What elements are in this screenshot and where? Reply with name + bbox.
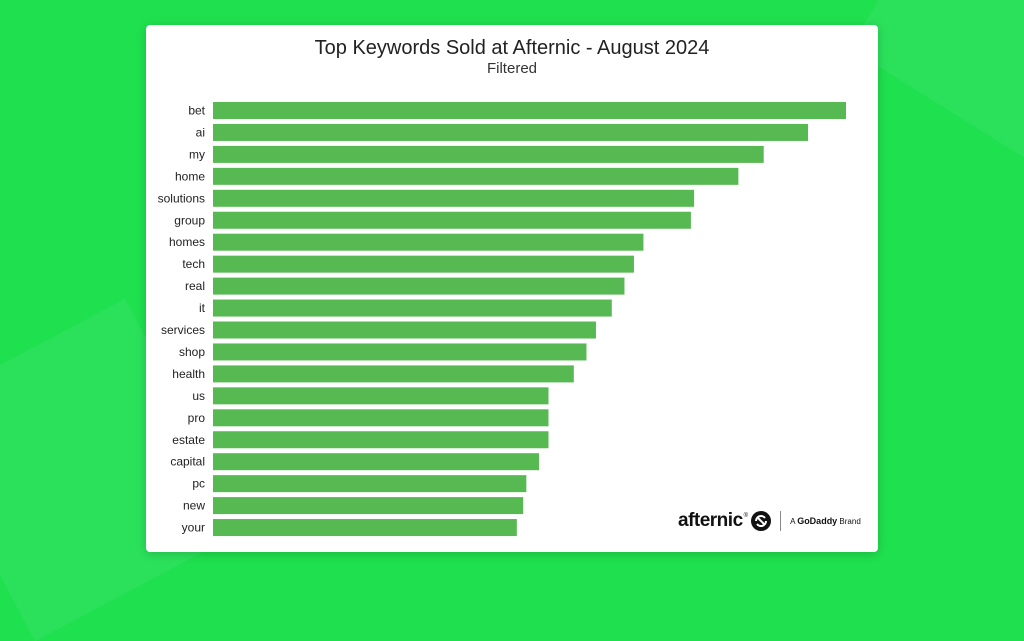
logo-wordmark: afternic bbox=[678, 510, 743, 531]
category-label-new: new bbox=[183, 499, 205, 513]
category-label-health: health bbox=[172, 367, 205, 381]
bar-group bbox=[213, 211, 691, 229]
bar-tech bbox=[213, 255, 634, 273]
afternic-icon bbox=[751, 511, 772, 531]
logo-brand-text: A GoDaddy Brand bbox=[790, 516, 861, 526]
category-label-services: services bbox=[161, 323, 205, 337]
category-label-capital: capital bbox=[170, 455, 205, 469]
brand-suffix: Brand bbox=[837, 517, 861, 526]
bar-real bbox=[213, 277, 625, 295]
bar-home bbox=[213, 167, 739, 185]
category-label-tech: tech bbox=[182, 257, 205, 271]
afternic-logo: afternic ® A GoDaddy Brand bbox=[678, 508, 868, 534]
category-label-bet: bet bbox=[188, 104, 205, 118]
chart-subtitle: Filtered bbox=[486, 60, 538, 77]
bar-your bbox=[213, 519, 517, 537]
category-label-home: home bbox=[175, 169, 205, 183]
category-label-shop: shop bbox=[179, 345, 205, 359]
bar-solutions bbox=[213, 189, 695, 207]
bar-us bbox=[213, 387, 549, 405]
bar-estate bbox=[213, 431, 549, 449]
chart-card: Top Keywords Sold at Afternic - August 2… bbox=[146, 25, 878, 552]
brand-prefix: A bbox=[790, 517, 798, 526]
brand-name: GoDaddy bbox=[797, 516, 838, 526]
category-label-ai: ai bbox=[196, 125, 205, 139]
logo-separator bbox=[780, 511, 782, 531]
bar-bet bbox=[213, 102, 846, 119]
bar-pc bbox=[213, 475, 527, 493]
category-label-my: my bbox=[189, 147, 205, 161]
chart-title: Top Keywords Sold at Afternic - August 2… bbox=[314, 37, 710, 59]
category-label-homes: homes bbox=[169, 235, 205, 249]
bar-pro bbox=[213, 409, 549, 427]
category-label-us: us bbox=[192, 389, 205, 403]
category-label-pc: pc bbox=[192, 477, 205, 491]
category-label-solutions: solutions bbox=[158, 191, 205, 205]
logo-trademark: ® bbox=[743, 513, 749, 519]
bar-homes bbox=[213, 233, 644, 251]
category-label-pro: pro bbox=[188, 411, 206, 425]
category-label-real: real bbox=[185, 279, 205, 293]
bar-my bbox=[213, 145, 764, 163]
category-label-it: it bbox=[199, 301, 206, 315]
bar-health bbox=[213, 365, 574, 383]
bar-it bbox=[213, 299, 612, 317]
bar-services bbox=[213, 321, 596, 339]
bar-new bbox=[213, 497, 524, 515]
category-label-group: group bbox=[174, 213, 205, 227]
category-label-your: your bbox=[182, 521, 205, 535]
category-label-estate: estate bbox=[172, 433, 205, 447]
bar-ai bbox=[213, 123, 809, 141]
bar-capital bbox=[213, 453, 539, 471]
bar-shop bbox=[213, 343, 587, 361]
bar-chart: bet ai my home solutions group homes tech real it… bbox=[158, 102, 846, 537]
